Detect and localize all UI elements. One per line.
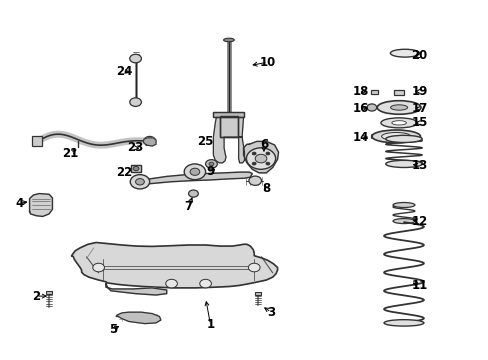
Circle shape bbox=[133, 166, 139, 171]
Text: 8: 8 bbox=[262, 183, 270, 195]
Text: 16: 16 bbox=[352, 102, 368, 115]
Ellipse shape bbox=[376, 101, 420, 114]
Circle shape bbox=[248, 176, 261, 185]
Text: 18: 18 bbox=[352, 85, 368, 98]
Text: 6: 6 bbox=[259, 139, 267, 152]
Ellipse shape bbox=[223, 38, 234, 42]
Bar bbox=[130, 165, 141, 172]
Text: 20: 20 bbox=[410, 49, 427, 62]
Bar bbox=[393, 90, 403, 95]
Text: 5: 5 bbox=[109, 323, 117, 336]
Ellipse shape bbox=[371, 130, 420, 143]
Circle shape bbox=[130, 175, 149, 189]
Text: 1: 1 bbox=[206, 318, 214, 331]
Circle shape bbox=[129, 98, 141, 107]
Ellipse shape bbox=[390, 105, 407, 110]
Bar bbox=[213, 112, 244, 117]
Bar bbox=[220, 116, 237, 137]
Bar bbox=[130, 165, 141, 172]
Polygon shape bbox=[106, 284, 166, 295]
Circle shape bbox=[135, 179, 144, 185]
Text: 7: 7 bbox=[184, 200, 192, 213]
Ellipse shape bbox=[381, 132, 410, 140]
Circle shape bbox=[255, 154, 266, 163]
Circle shape bbox=[190, 168, 200, 175]
Text: 10: 10 bbox=[259, 55, 275, 69]
Circle shape bbox=[188, 190, 198, 197]
Ellipse shape bbox=[389, 49, 419, 57]
Polygon shape bbox=[243, 141, 278, 173]
Text: 14: 14 bbox=[352, 131, 368, 144]
Text: 13: 13 bbox=[410, 159, 427, 172]
Circle shape bbox=[366, 104, 376, 111]
Text: 19: 19 bbox=[410, 85, 427, 98]
Ellipse shape bbox=[392, 219, 414, 224]
Ellipse shape bbox=[391, 121, 406, 125]
Text: 22: 22 bbox=[116, 166, 132, 179]
Circle shape bbox=[252, 162, 256, 165]
Text: 15: 15 bbox=[410, 116, 427, 129]
Circle shape bbox=[184, 164, 205, 180]
Polygon shape bbox=[143, 138, 156, 146]
Circle shape bbox=[248, 263, 260, 272]
Circle shape bbox=[129, 54, 141, 63]
Circle shape bbox=[208, 162, 213, 166]
Ellipse shape bbox=[383, 320, 423, 326]
Circle shape bbox=[265, 152, 269, 155]
Bar bbox=[213, 112, 244, 117]
Text: 23: 23 bbox=[127, 141, 143, 154]
Polygon shape bbox=[139, 172, 252, 184]
Circle shape bbox=[143, 136, 155, 145]
Bar bbox=[220, 116, 237, 137]
Text: 21: 21 bbox=[62, 147, 79, 160]
Text: 24: 24 bbox=[116, 64, 132, 77]
Text: 2: 2 bbox=[32, 289, 41, 303]
Text: 3: 3 bbox=[266, 306, 275, 319]
Bar bbox=[370, 90, 377, 94]
Circle shape bbox=[93, 263, 104, 272]
Circle shape bbox=[165, 279, 177, 288]
Circle shape bbox=[200, 279, 211, 288]
Text: 9: 9 bbox=[206, 165, 214, 178]
Circle shape bbox=[252, 152, 256, 155]
Polygon shape bbox=[213, 117, 244, 163]
Text: 25: 25 bbox=[197, 135, 213, 148]
Ellipse shape bbox=[385, 135, 421, 143]
Ellipse shape bbox=[380, 118, 416, 128]
Text: 11: 11 bbox=[410, 279, 427, 292]
Circle shape bbox=[265, 162, 269, 165]
Polygon shape bbox=[116, 312, 161, 324]
Circle shape bbox=[246, 148, 275, 169]
Polygon shape bbox=[30, 194, 52, 216]
Text: 12: 12 bbox=[410, 215, 427, 228]
Ellipse shape bbox=[385, 160, 421, 167]
Polygon shape bbox=[72, 243, 277, 288]
Circle shape bbox=[205, 159, 217, 168]
Bar bbox=[31, 136, 42, 146]
Bar bbox=[46, 291, 52, 294]
Ellipse shape bbox=[392, 203, 414, 207]
Bar bbox=[255, 292, 261, 295]
Text: 17: 17 bbox=[410, 102, 427, 115]
Text: 4: 4 bbox=[16, 197, 24, 210]
